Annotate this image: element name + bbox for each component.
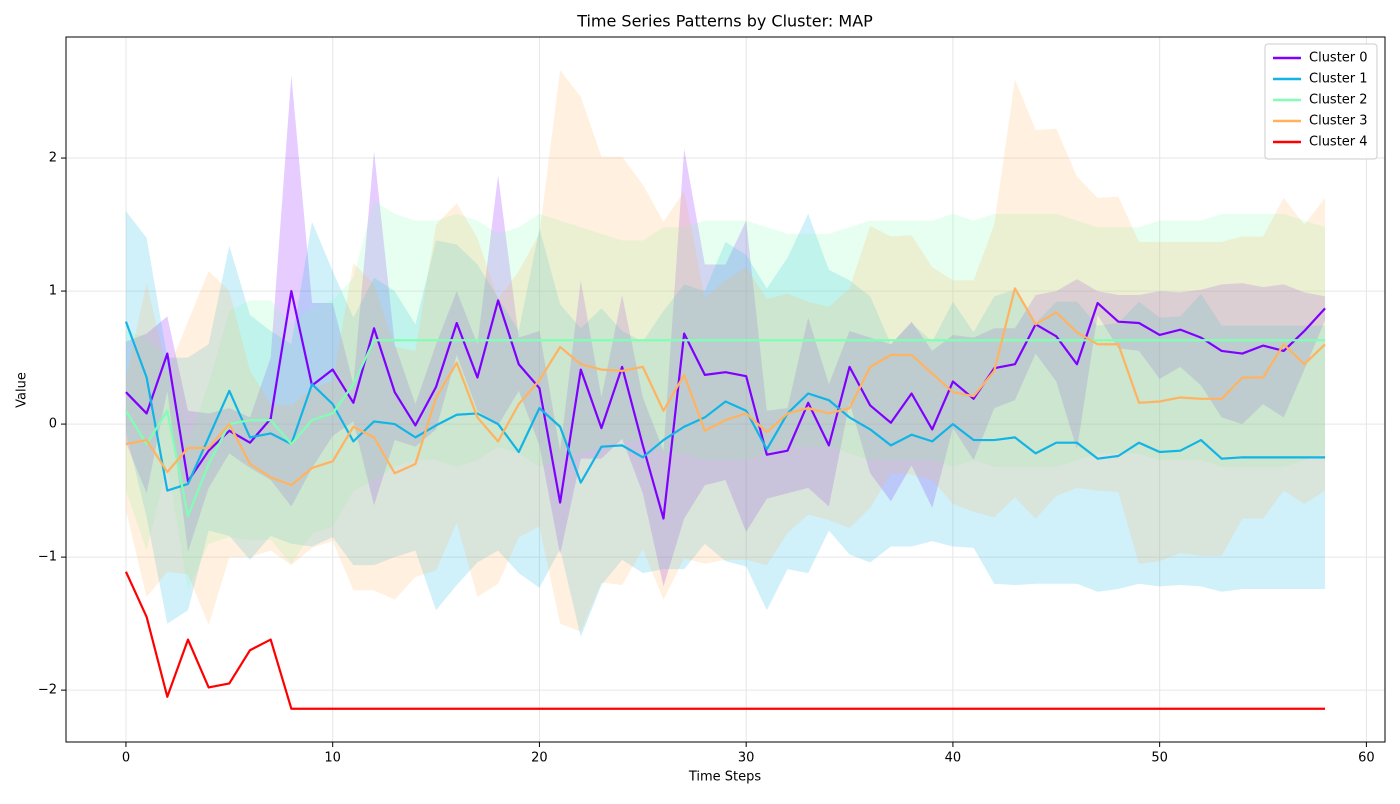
confidence-band <box>125 75 1326 587</box>
chart-title: Time Series Patterns by Cluster: MAP <box>576 12 873 31</box>
legend-box <box>1264 43 1378 160</box>
legend-label: Cluster 3 <box>1309 114 1368 129</box>
plot-frame <box>65 36 1386 743</box>
y-tick-label: −2 <box>38 683 57 698</box>
y-tick-label: −1 <box>38 550 57 565</box>
legend-label: Cluster 1 <box>1309 72 1368 87</box>
x-tick-label: 50 <box>1151 751 1168 766</box>
x-tick-label: 40 <box>945 751 962 766</box>
legend-label: Cluster 2 <box>1309 93 1368 108</box>
legend-label: Cluster 4 <box>1309 135 1368 150</box>
legend-label: Cluster 0 <box>1309 51 1368 66</box>
confidence-band <box>125 211 1326 637</box>
y-tick-label: 2 <box>49 151 57 166</box>
y-tick-label: 0 <box>49 417 57 432</box>
series-line <box>125 289 1326 520</box>
series-line <box>124 321 1326 492</box>
x-tick-label: 10 <box>324 751 341 766</box>
series-line <box>125 287 1326 487</box>
x-axis-label: Time Steps <box>688 770 762 785</box>
series-line <box>125 339 1326 517</box>
series-line <box>124 571 1326 710</box>
x-tick-label: 30 <box>738 751 755 766</box>
confidence-band <box>125 200 1326 590</box>
legend: Cluster 0 Cluster 1 Cluster 2 Cluster 3 Clus… <box>1264 43 1378 160</box>
x-tick-label: 20 <box>531 751 548 766</box>
x-tick-label: 60 <box>1358 751 1375 766</box>
confidence-band <box>125 70 1326 632</box>
y-tick-label: 1 <box>49 284 57 299</box>
x-tick-label: 0 <box>122 751 130 766</box>
y-axis-label: Value <box>15 372 30 408</box>
